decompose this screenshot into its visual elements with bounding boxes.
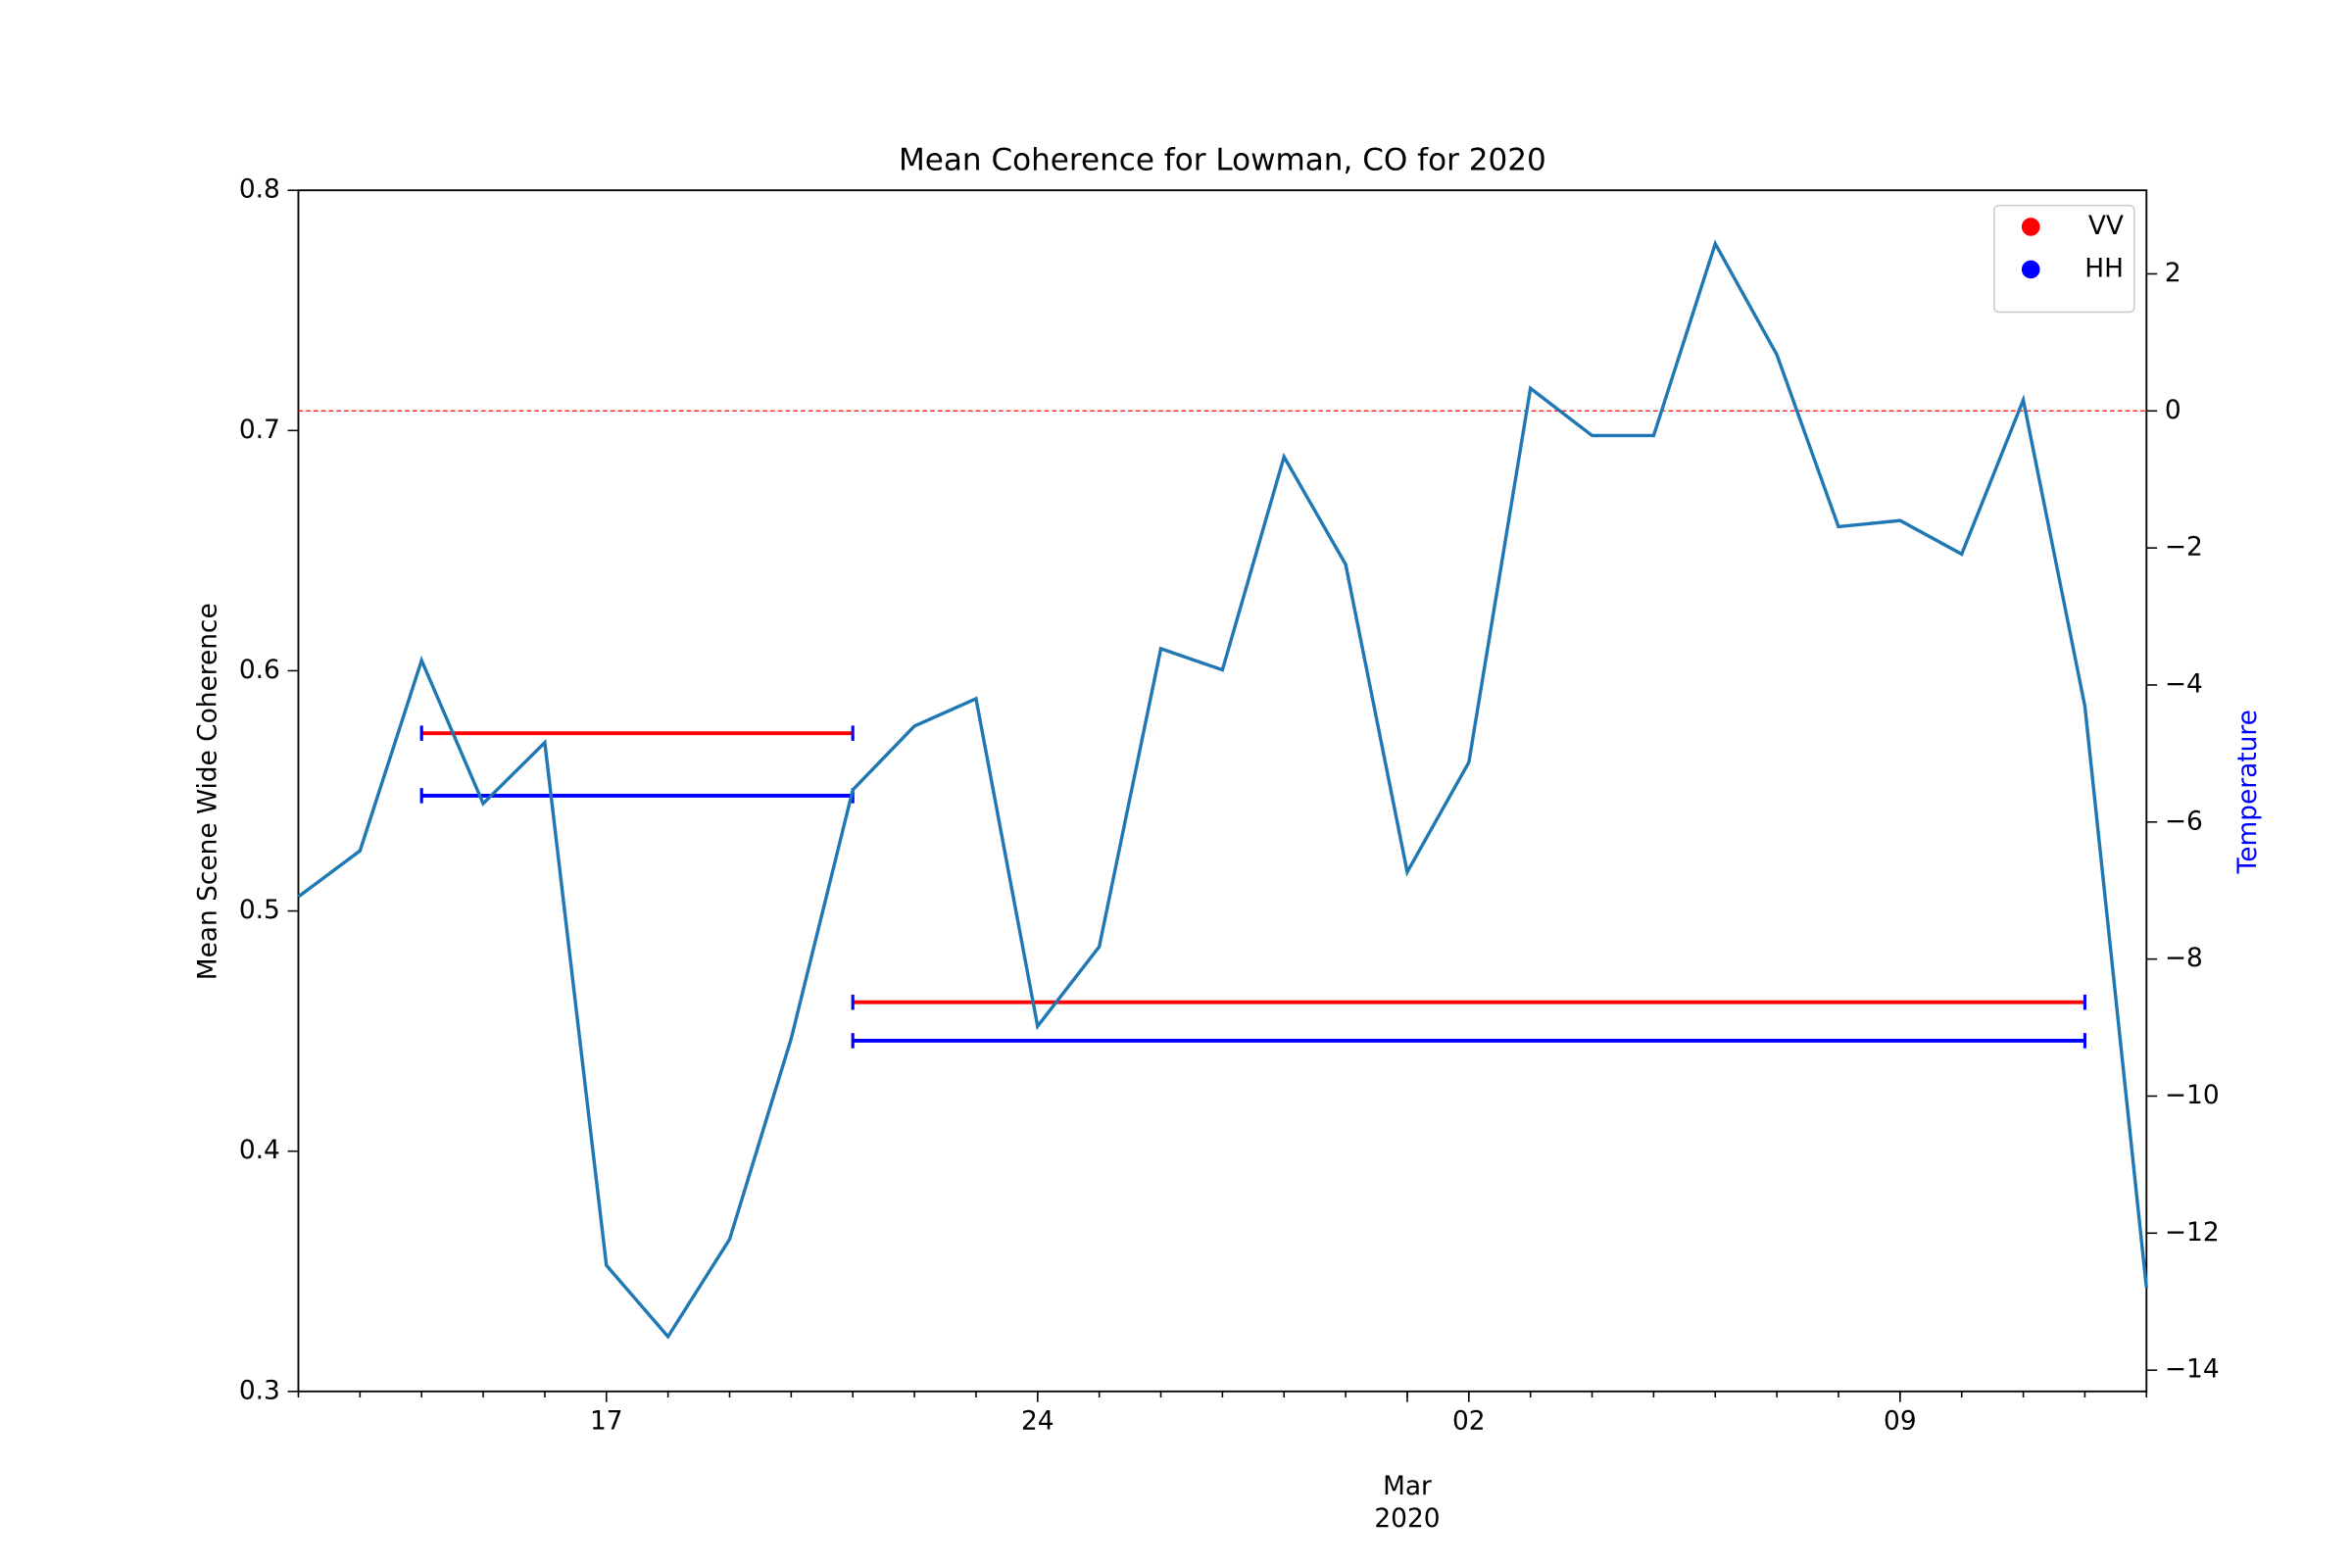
x-tick-label: 17 <box>590 1405 623 1436</box>
chart-title: Mean Coherence for Lowman, CO for 2020 <box>899 143 1546 178</box>
y-axis-label: Mean Scene Wide Coherence <box>192 603 222 980</box>
y2-tick-label: −8 <box>2165 943 2203 973</box>
plot-frame <box>297 189 2148 1393</box>
temperature-line <box>297 239 2148 1340</box>
x-major-label: Mar <box>1383 1471 1432 1501</box>
y-tick-label: 0.6 <box>239 655 280 685</box>
x-tick-label: 02 <box>1452 1405 1486 1436</box>
x-major-label: 2020 <box>1374 1503 1440 1534</box>
y2-tick-label: −10 <box>2165 1080 2220 1110</box>
y2-tick-label: −4 <box>2165 668 2203 699</box>
y-tick-label: 0.8 <box>239 174 280 205</box>
y2-tick-label: 2 <box>2165 258 2181 288</box>
y-tick-label: 0.5 <box>239 895 280 925</box>
legend-label: HH <box>2084 253 2124 283</box>
x-tick-label: 09 <box>1884 1405 1917 1436</box>
y2-tick-label: −2 <box>2165 532 2203 563</box>
y-tick-label: 0.3 <box>239 1375 280 1405</box>
y2-tick-label: 0 <box>2165 395 2181 425</box>
legend-label: VV <box>2088 211 2124 241</box>
y2-tick-label: −14 <box>2165 1354 2220 1385</box>
legend-marker <box>2021 218 2040 236</box>
y2-axis-label: Temperature <box>2232 710 2263 874</box>
y2-tick-label: −6 <box>2165 806 2203 836</box>
y-tick-label: 0.7 <box>239 415 280 445</box>
y2-tick-label: −12 <box>2165 1217 2220 1248</box>
x-tick-label: 24 <box>1021 1405 1054 1436</box>
y-tick-label: 0.4 <box>239 1135 280 1165</box>
legend-marker <box>2021 260 2040 279</box>
